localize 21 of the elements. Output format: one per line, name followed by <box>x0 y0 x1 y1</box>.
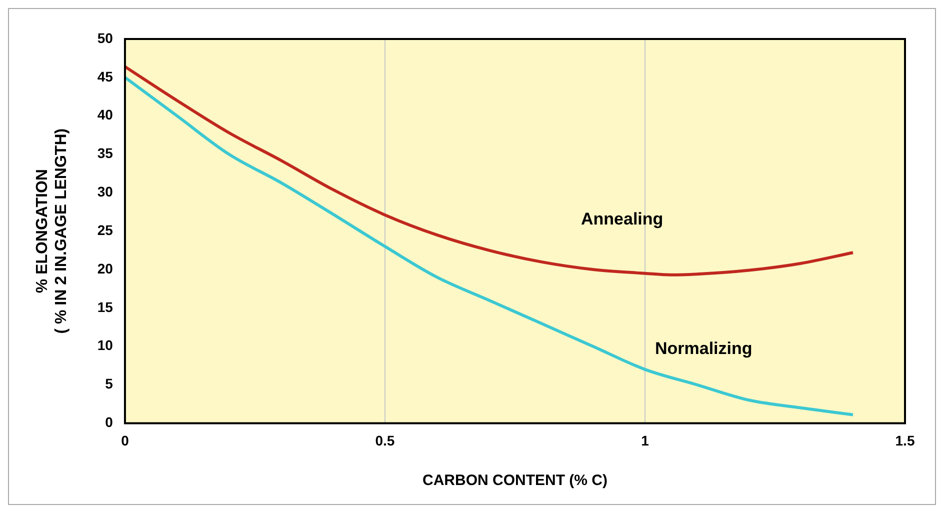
x-tick-label: 0.5 <box>375 432 395 448</box>
line-series <box>124 76 854 416</box>
y-tick-label: 10 <box>97 337 114 354</box>
x-axis-title: CARBON CONTENT (% C) <box>422 472 608 490</box>
y-tick-label: 5 <box>105 376 114 392</box>
x-tick-label: 1.5 <box>895 432 915 448</box>
y-tick-label: 0 <box>105 414 114 430</box>
x-tick-label: 1 <box>641 432 650 448</box>
series-label: Normalizing <box>654 339 752 358</box>
y-axis-title: % ELONGATION ( % IN 2 IN.GAGE LENGTH) <box>34 128 70 334</box>
y-tick-label: 15 <box>97 298 114 315</box>
y-tick-label: 50 <box>97 30 114 46</box>
line-series <box>124 65 854 276</box>
y-tick-label: 25 <box>97 222 114 238</box>
y-tick-label: 45 <box>97 68 114 84</box>
y-tick-label: 20 <box>97 260 114 276</box>
y-tick-label: 40 <box>97 106 114 123</box>
x-tick-label: 0 <box>121 432 130 448</box>
y-tick-label: 30 <box>97 184 114 200</box>
y-tick-label: 35 <box>97 145 114 162</box>
text: Annealing <box>580 210 664 229</box>
